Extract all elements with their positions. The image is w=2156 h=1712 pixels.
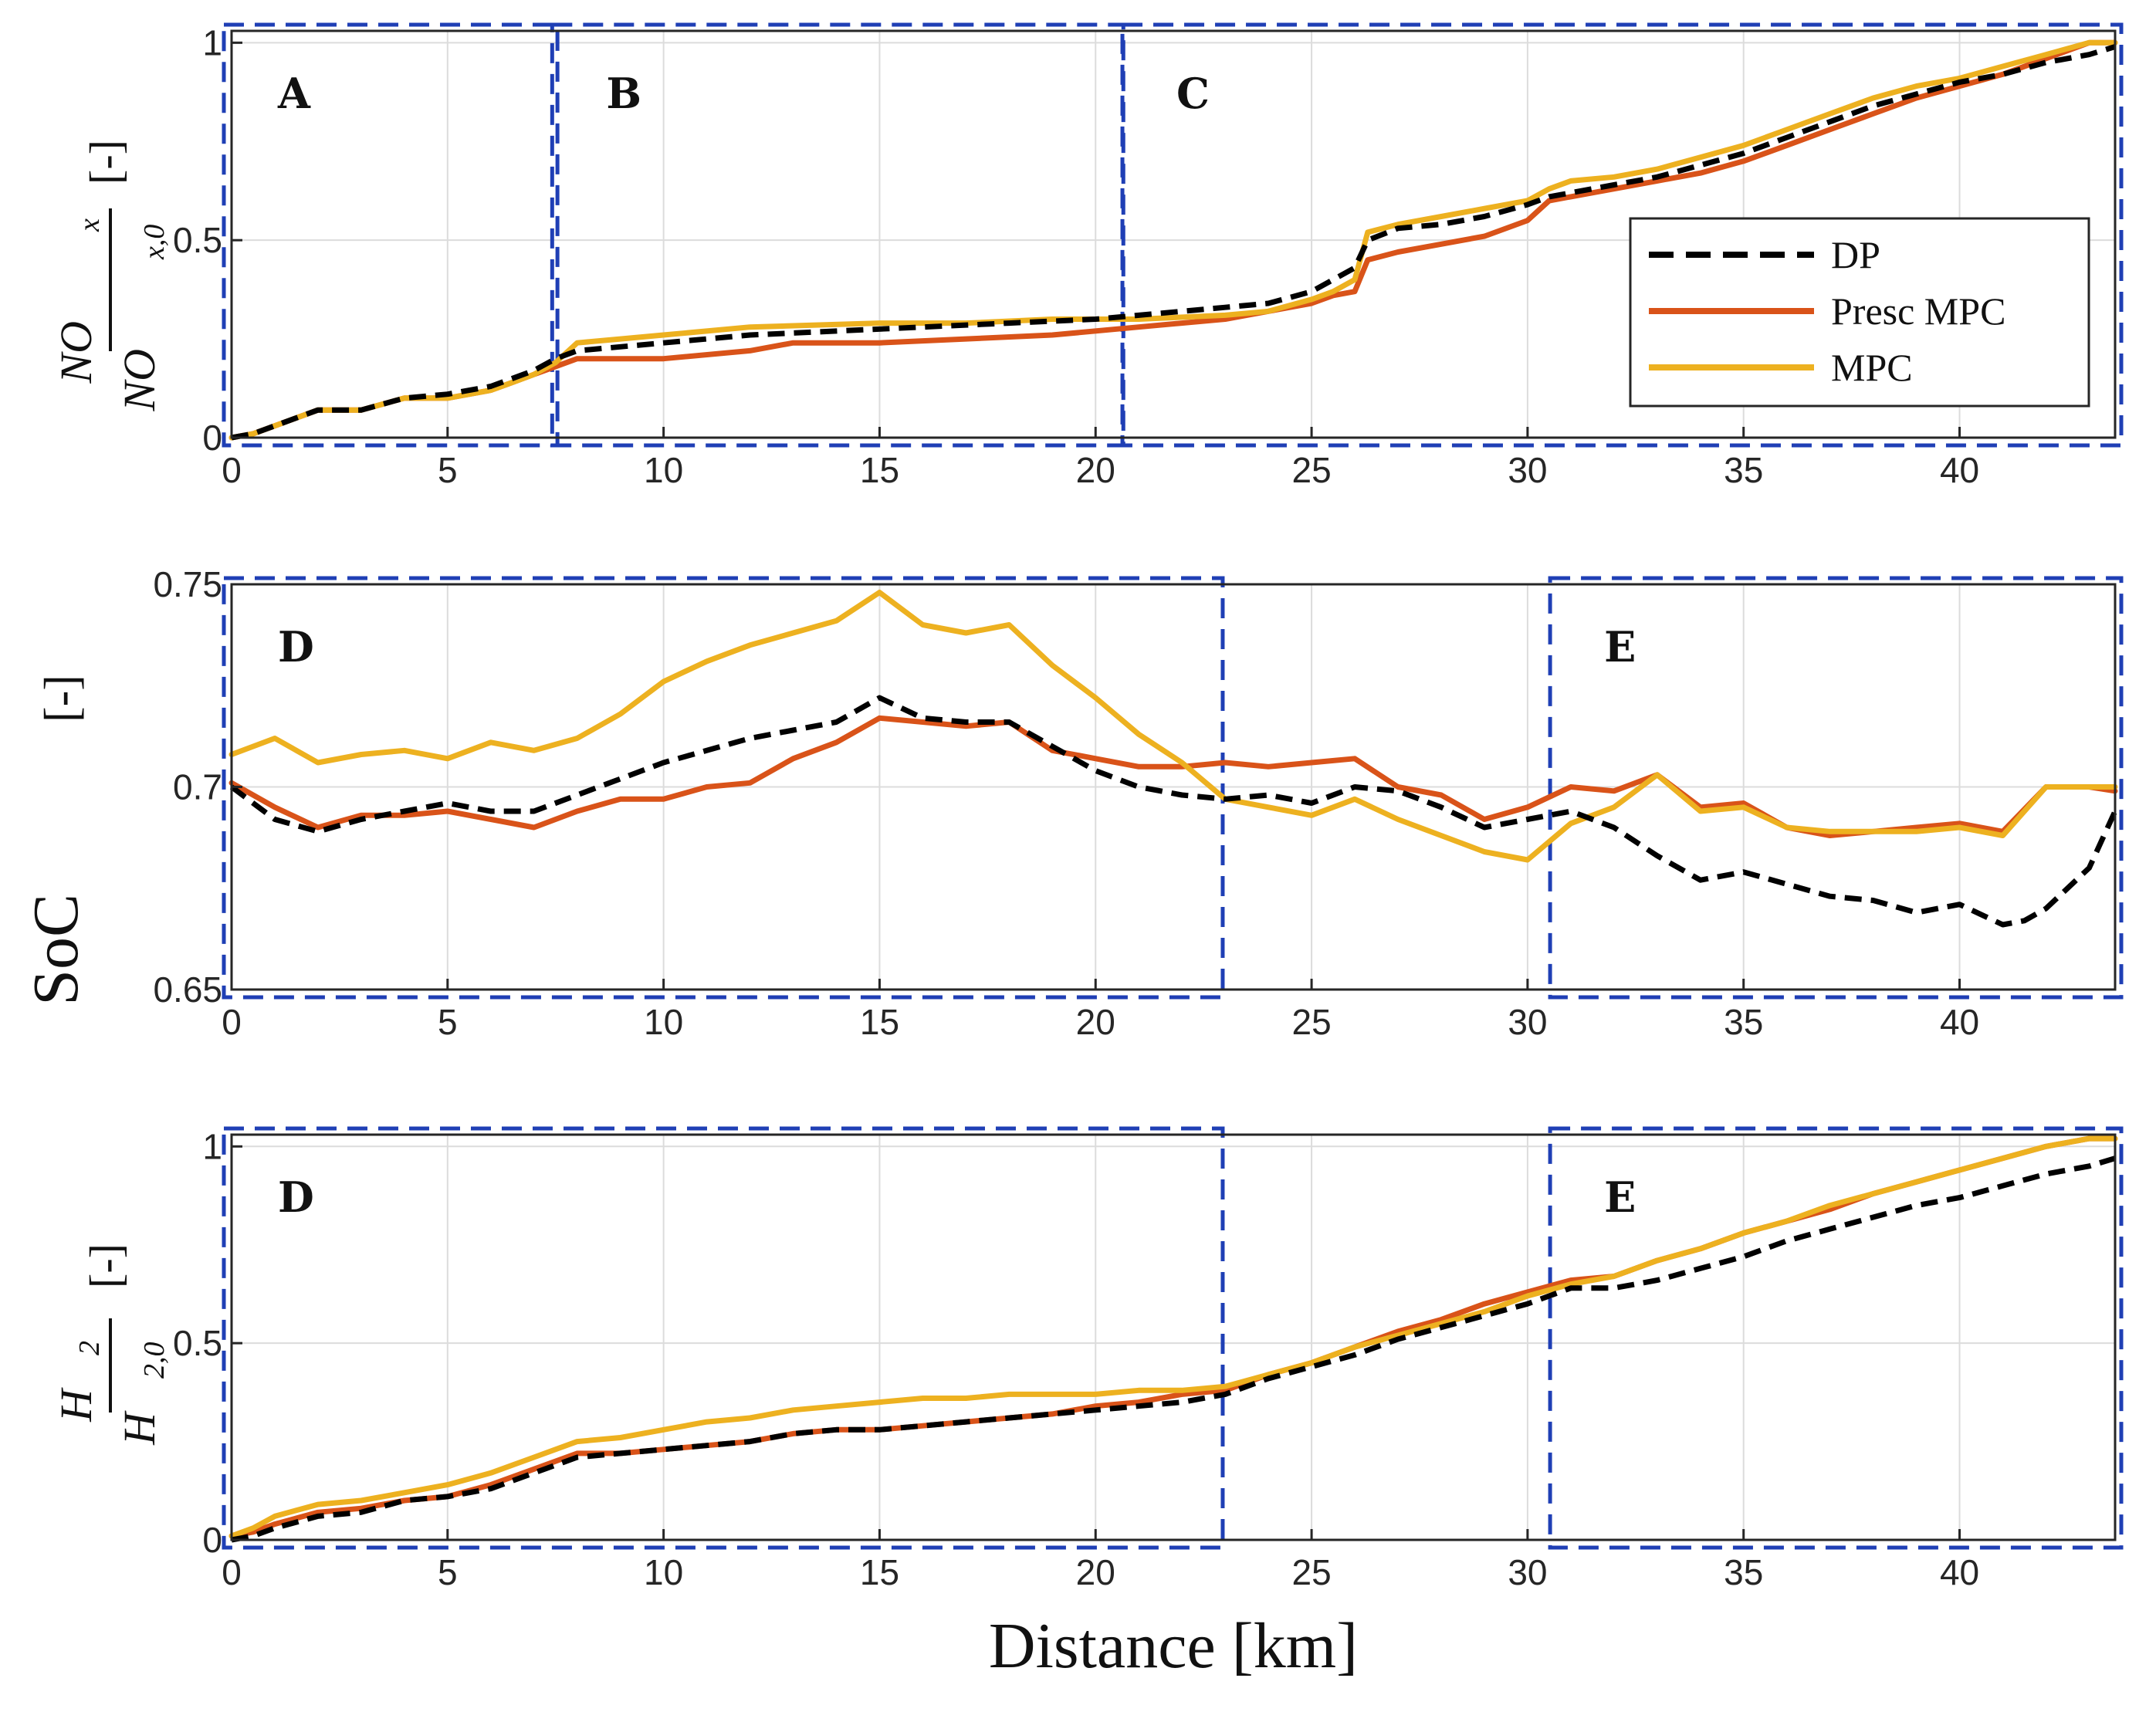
h2-region-boxes bbox=[222, 1126, 2124, 1550]
nox-ylabel-den: NO bbox=[114, 349, 164, 412]
nox-region-box-c bbox=[1120, 22, 2124, 448]
nox-series-mpc bbox=[228, 39, 2118, 441]
nox-ylabel-den-sub: x,0 bbox=[138, 225, 171, 260]
nox-axes-box bbox=[230, 29, 2117, 439]
h2-y-axis-label: H 2 H 2,0 [-] bbox=[51, 1243, 171, 1446]
soc-region-label-e: E bbox=[1604, 622, 1636, 672]
nox-x-ticks: 0 5 10 15 20 25 30 35 40 bbox=[222, 427, 1979, 490]
x-axis-label: Distance [km] bbox=[989, 1610, 1358, 1682]
soc-x-tick-label: 10 bbox=[644, 1002, 683, 1042]
nox-region-label-b: B bbox=[606, 69, 641, 118]
soc-x-tick-label: 25 bbox=[1291, 1002, 1331, 1042]
nox-x-tick-label: 5 bbox=[438, 450, 458, 490]
h2-ylabel-den-sub: 2,0 bbox=[138, 1342, 171, 1379]
soc-y-ticks: 0.65 0.7 0.75 bbox=[153, 564, 242, 1010]
nox-series-dp bbox=[231, 44, 2117, 441]
nox-ylabel-num-sub: x bbox=[73, 218, 106, 232]
h2-x-tick-label: 5 bbox=[438, 1552, 458, 1592]
soc-region-box-d bbox=[222, 576, 1225, 1000]
soc-region-box-e bbox=[1548, 576, 2124, 1000]
soc-x-tick-label: 30 bbox=[1508, 1002, 1547, 1042]
h2-region-box-e bbox=[1548, 1126, 2124, 1550]
nox-y-tick-label: 0 bbox=[202, 418, 222, 458]
soc-y-tick-label: 0.65 bbox=[153, 969, 222, 1010]
h2-region-label-d: D bbox=[278, 1172, 314, 1222]
h2-y-tick-label: 1 bbox=[202, 1126, 222, 1166]
h2-ylabel-num-sub: 2 bbox=[73, 1341, 106, 1355]
nox-x-tick-label: 0 bbox=[222, 450, 242, 490]
nox-y-tick-label: 0.5 bbox=[173, 220, 222, 260]
h2-series-mpc bbox=[228, 1135, 2118, 1539]
soc-ylabel-unit: [-] bbox=[36, 675, 88, 722]
soc-series-mpc bbox=[228, 590, 2118, 863]
nox-region-labels: A B C bbox=[277, 69, 1210, 118]
soc-x-tick-label: 35 bbox=[1724, 1002, 1763, 1042]
h2-x-tick-label: 0 bbox=[222, 1552, 242, 1592]
h2-series-dp bbox=[231, 1155, 2117, 1543]
h2-x-tick-label: 20 bbox=[1076, 1552, 1115, 1592]
soc-x-tick-label: 15 bbox=[860, 1002, 899, 1042]
h2-y-tick-label: 0 bbox=[202, 1520, 222, 1560]
nox-x-tick-label: 20 bbox=[1076, 450, 1115, 490]
h2-y-ticks: 00.51 bbox=[173, 1126, 242, 1560]
nox-x-tick-label: 10 bbox=[644, 450, 683, 490]
nox-ylabel-unit: [-] bbox=[80, 140, 130, 184]
h2-x-tick-label: 10 bbox=[644, 1552, 683, 1592]
h2-y-tick-label: 0.5 bbox=[173, 1323, 222, 1363]
nox-lines bbox=[228, 39, 2118, 441]
nox-ylabel-num: NO bbox=[51, 321, 101, 384]
nox-region-boxes bbox=[222, 22, 2124, 448]
h2-x-ticks: 0 5 10 15 20 25 30 35 40 bbox=[222, 1529, 1979, 1592]
soc-y-tick-label: 0.75 bbox=[153, 564, 222, 604]
soc-ylabel-text: SoC bbox=[20, 894, 92, 1006]
nox-x-tick-label: 40 bbox=[1940, 450, 1979, 490]
legend-label-dp: DP bbox=[1831, 233, 1880, 276]
nox-y-axis-label: NO x NO x,0 [-] bbox=[51, 140, 171, 412]
h2-region-box-d bbox=[222, 1126, 1225, 1550]
nox-region-label-a: A bbox=[277, 69, 311, 118]
h2-x-tick-label: 35 bbox=[1724, 1552, 1763, 1592]
soc-y-tick-label: 0.7 bbox=[173, 767, 222, 807]
soc-region-boxes bbox=[222, 576, 2124, 1000]
legend-label-presc-mpc: Presc MPC bbox=[1831, 289, 2005, 333]
nox-x-tick-label: 30 bbox=[1508, 450, 1547, 490]
nox-region-label-c: C bbox=[1176, 69, 1210, 118]
soc-lines bbox=[228, 590, 2118, 928]
nox-y-tick-label: 1 bbox=[202, 22, 222, 63]
nox-region-box-a bbox=[222, 22, 560, 448]
h2-axes-box bbox=[230, 1133, 2117, 1541]
h2-x-tick-label: 40 bbox=[1940, 1552, 1979, 1592]
nox-y-ticks: 00.51 bbox=[173, 22, 242, 458]
h2-ylabel-den: H bbox=[114, 1410, 164, 1446]
nox-x-tick-label: 35 bbox=[1724, 450, 1763, 490]
soc-x-ticks: 0 5 10 15 20 25 30 35 40 bbox=[222, 979, 1979, 1042]
nox-x-tick-label: 25 bbox=[1291, 450, 1331, 490]
h2-x-tick-label: 25 bbox=[1291, 1552, 1331, 1592]
soc-x-tick-label: 0 bbox=[222, 1002, 242, 1042]
h2-ylabel-num: H bbox=[51, 1387, 101, 1423]
soc-series-dp bbox=[229, 695, 2118, 928]
soc-x-tick-label: 20 bbox=[1076, 1002, 1115, 1042]
h2-lines bbox=[228, 1135, 2118, 1543]
soc-x-tick-label: 5 bbox=[438, 1002, 458, 1042]
soc-x-tick-label: 40 bbox=[1940, 1002, 1979, 1042]
legend: DP Presc MPC MPC bbox=[1629, 217, 2090, 408]
h2-ylabel-unit: [-] bbox=[80, 1243, 130, 1288]
h2-x-tick-label: 30 bbox=[1508, 1552, 1547, 1592]
soc-region-label-d: D bbox=[278, 622, 314, 672]
h2-x-tick-label: 15 bbox=[860, 1552, 899, 1592]
h2-region-label-e: E bbox=[1604, 1172, 1636, 1222]
legend-label-mpc: MPC bbox=[1831, 346, 1913, 389]
nox-x-tick-label: 15 bbox=[860, 450, 899, 490]
soc-y-axis-label: SoC [-] bbox=[20, 675, 92, 1006]
